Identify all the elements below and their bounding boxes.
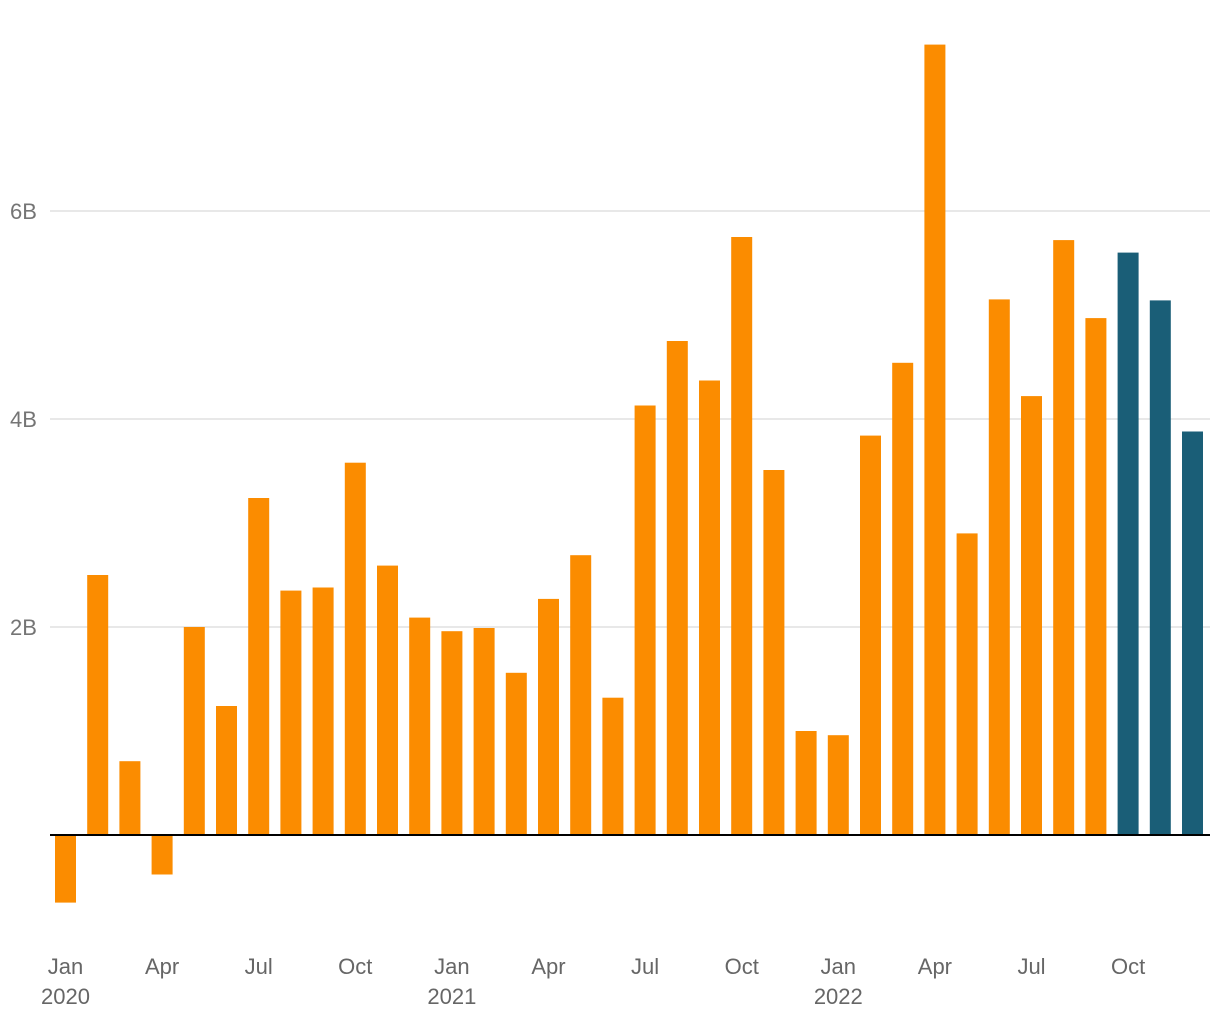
- x-tick-month-label: Jul: [245, 954, 273, 979]
- bar-2022-07: [1021, 396, 1042, 835]
- bar-2021-08: [666, 341, 688, 835]
- x-axis-ticks: Jan 2020 Apr Jul Oct Jan 2021 Apr Jul Oct Jan 2022 A…: [41, 954, 1145, 1009]
- bar-2022-08: [1053, 240, 1075, 836]
- x-tick-month-label: Jan: [434, 954, 469, 979]
- y-tick-label: 2B: [10, 615, 37, 640]
- bar-2022-04: [924, 44, 946, 836]
- bar-2022-06: [988, 299, 1010, 835]
- x-tick-month-label: Jul: [631, 954, 659, 979]
- bar-2022-02: [860, 435, 881, 835]
- bar-2022-12: [1182, 431, 1203, 835]
- x-tick-month-label: Oct: [1111, 954, 1145, 979]
- x-tick-year-label: 2020: [41, 984, 90, 1009]
- x-tick-month-label: Apr: [531, 954, 565, 979]
- bar-2021-09: [699, 380, 720, 835]
- bar-2021-02: [473, 628, 495, 835]
- bar-2022-05: [956, 533, 978, 835]
- bar-2020-10: [344, 462, 366, 835]
- bar-2022-11: [1149, 300, 1171, 835]
- x-tick-year-label: 2021: [427, 984, 476, 1009]
- bar-2022-01: [827, 735, 849, 835]
- bars: [55, 44, 1203, 903]
- bar-2020-05: [183, 627, 205, 835]
- bar-2020-09: [312, 587, 334, 835]
- bar-2021-10: [731, 237, 753, 835]
- bar-2021-06: [602, 697, 624, 835]
- bar-2022-03: [892, 362, 914, 835]
- y-tick-label: 6B: [10, 199, 37, 224]
- x-tick-month-label: Apr: [145, 954, 179, 979]
- bar-2021-05: [570, 555, 592, 835]
- bar-2020-07: [248, 498, 270, 835]
- bar-2021-07: [634, 405, 656, 835]
- bar-2021-12: [795, 731, 817, 835]
- x-tick-month-label: Jan: [48, 954, 83, 979]
- x-tick-month-label: Oct: [338, 954, 372, 979]
- bar-2021-03: [505, 672, 527, 835]
- bar-2020-01: [55, 835, 76, 903]
- y-axis-ticks: 2B 4B 6B: [10, 199, 37, 640]
- bar-2021-04: [538, 598, 559, 835]
- bar-2020-08: [280, 590, 302, 835]
- bar-2021-01: [441, 631, 463, 835]
- bar-2020-12: [409, 617, 431, 835]
- y-tick-label: 4B: [10, 407, 37, 432]
- bar-2020-02: [87, 575, 109, 835]
- bar-2021-11: [763, 470, 785, 835]
- x-tick-month-label: Jan: [821, 954, 856, 979]
- bar-2020-04: [151, 835, 173, 875]
- gridlines: [50, 210, 1210, 628]
- bar-2022-10: [1117, 252, 1139, 836]
- x-tick-year-label: 2022: [814, 984, 863, 1009]
- x-tick-month-label: Apr: [918, 954, 952, 979]
- x-tick-month-label: Jul: [1017, 954, 1045, 979]
- bar-2020-03: [119, 761, 141, 835]
- x-tick-month-label: Oct: [725, 954, 759, 979]
- bar-2022-09: [1085, 318, 1107, 836]
- bar-2020-11: [377, 565, 398, 835]
- bar-2020-06: [216, 706, 237, 835]
